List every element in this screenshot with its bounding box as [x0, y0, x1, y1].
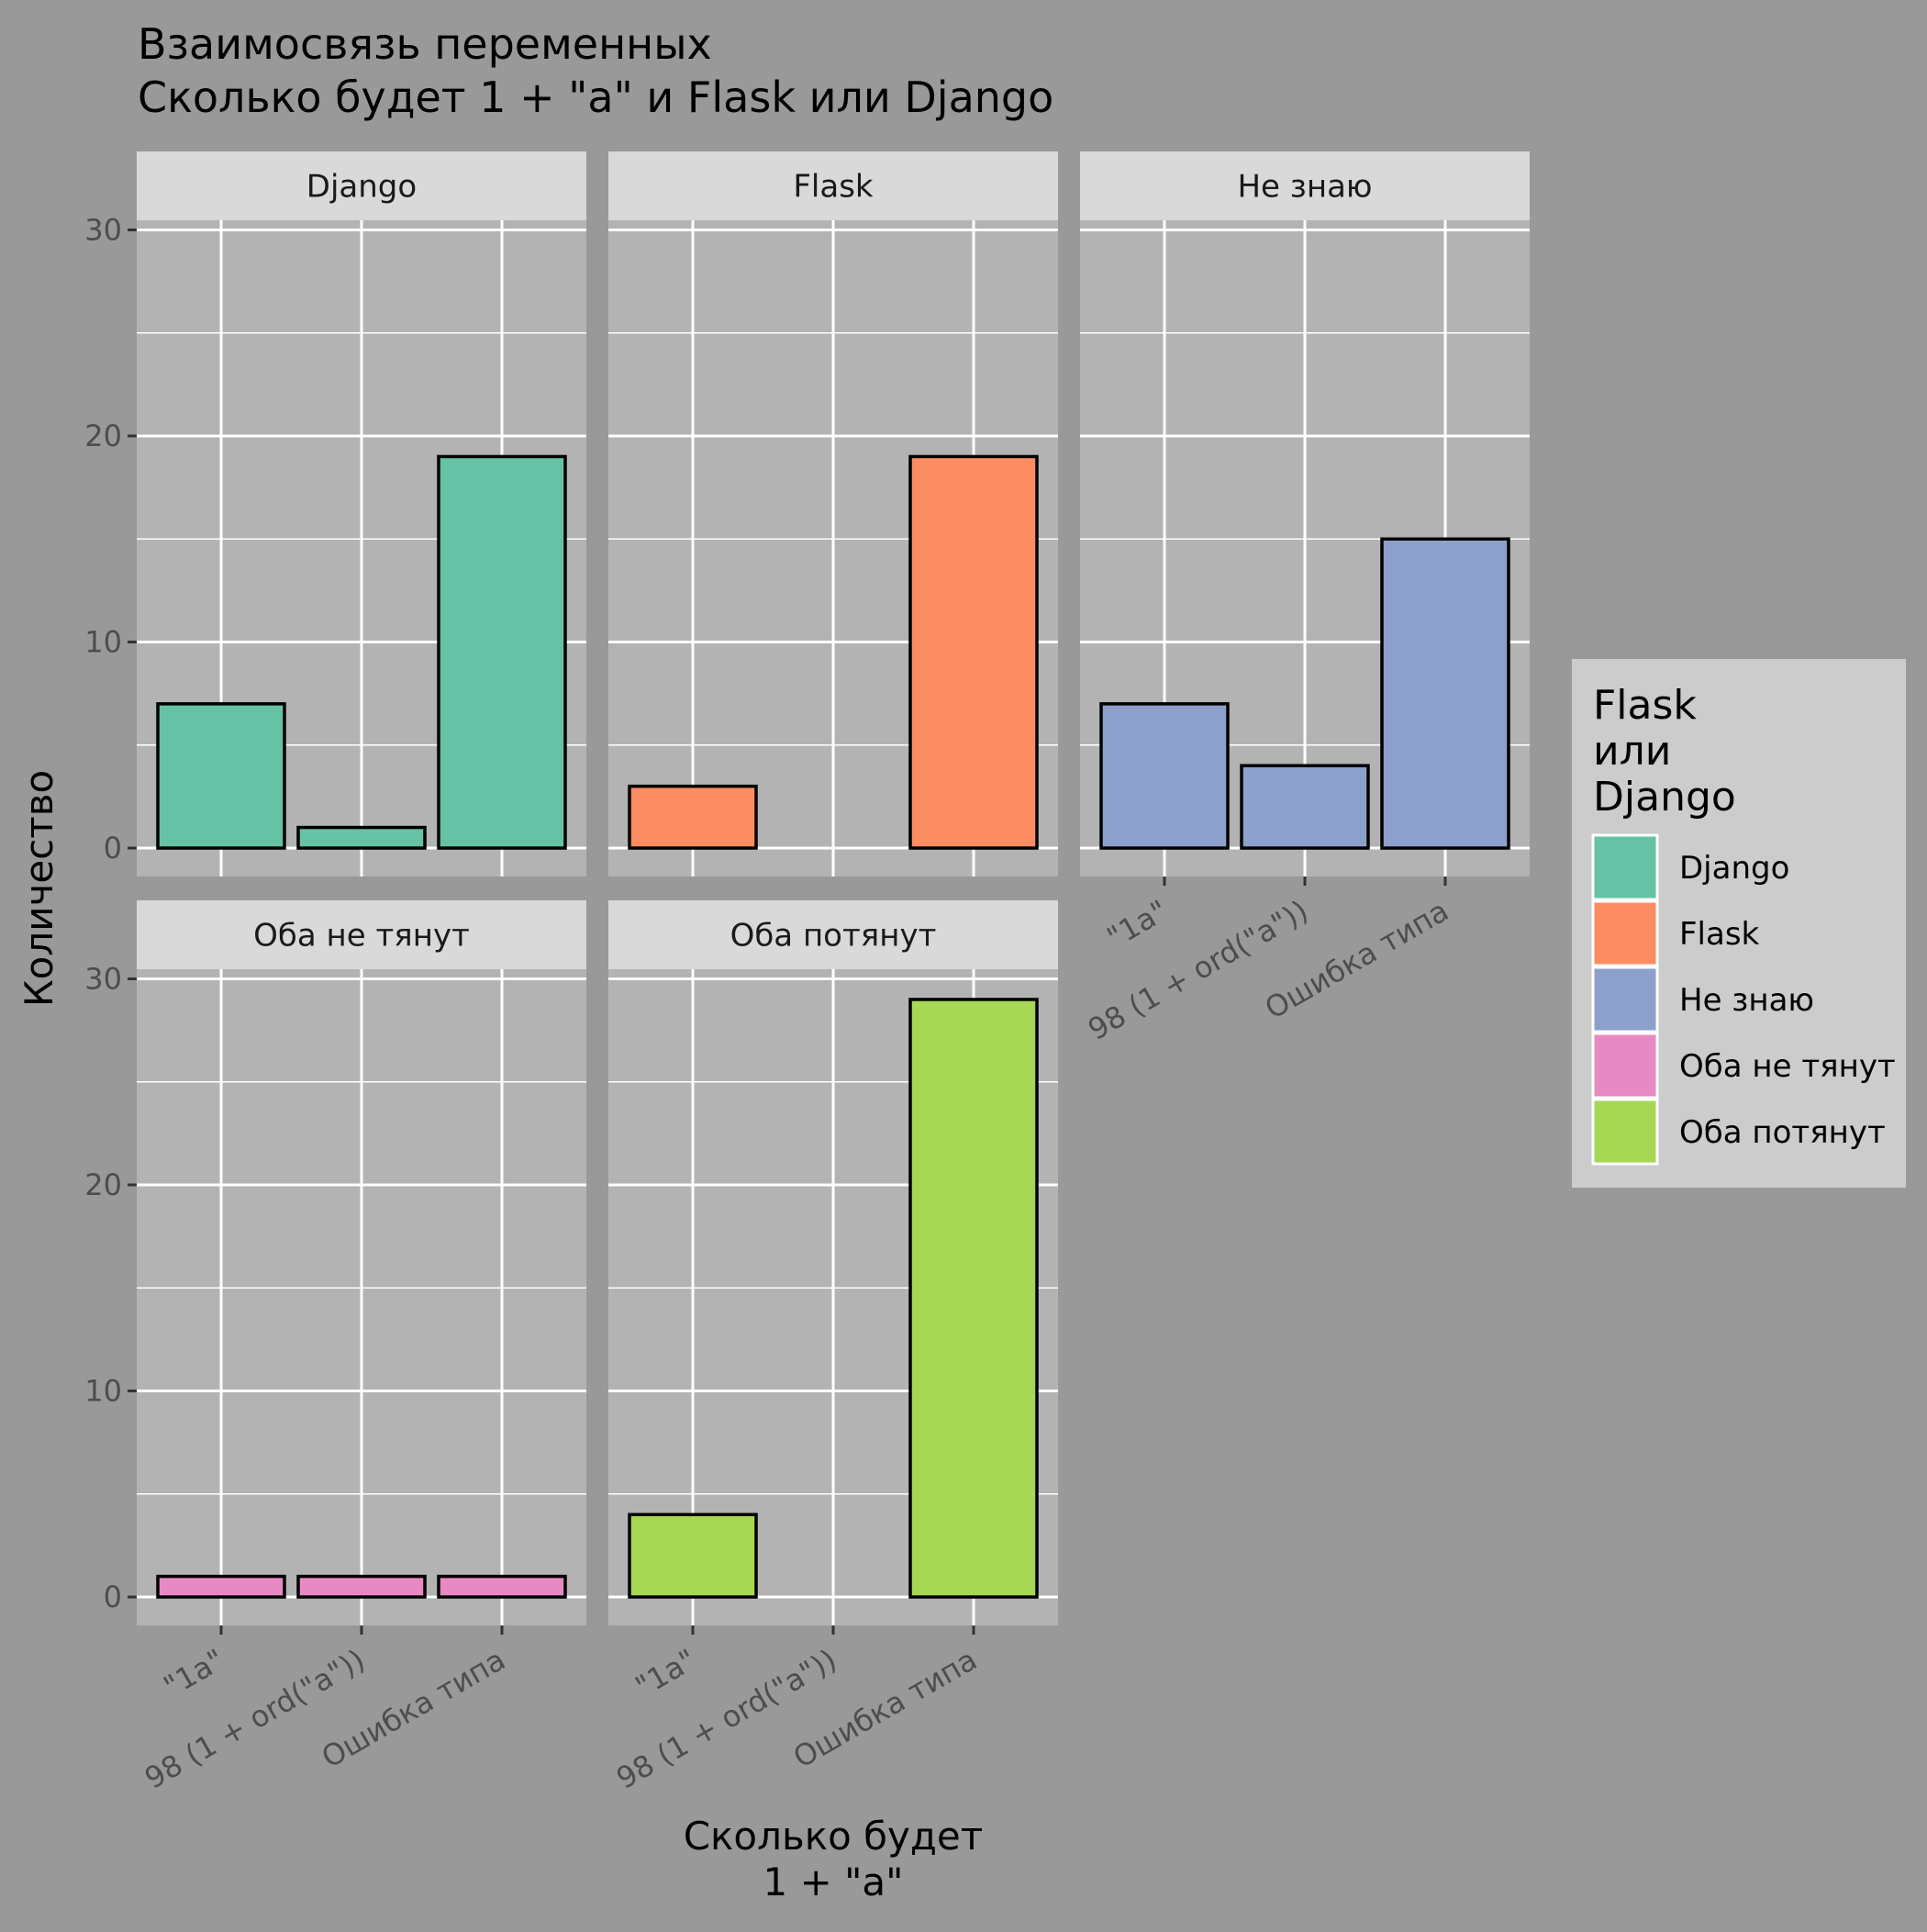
x-tick-label: "1a" — [629, 1642, 702, 1704]
y-tick-label: 30 — [84, 962, 122, 997]
legend-label: Оба не тянут — [1679, 1048, 1896, 1085]
legend-label: Не знаю — [1679, 982, 1814, 1019]
x-axis-title-line: Сколько будет — [684, 1814, 984, 1859]
y-tick-label: 20 — [84, 419, 122, 453]
bar — [296, 825, 427, 850]
facet-strip — [1080, 151, 1530, 220]
legend-key — [1591, 1098, 1659, 1166]
bar — [437, 454, 567, 850]
facet-strip-label: Оба не тянут — [253, 918, 470, 955]
x-tick-label: "1a" — [158, 1642, 230, 1704]
bar — [156, 702, 286, 850]
y-tick-label: 10 — [84, 1374, 122, 1409]
legend-label: Django — [1679, 850, 1789, 887]
bar — [1099, 702, 1230, 850]
facet-strip — [608, 900, 1058, 969]
y-tick-label: 0 — [104, 1580, 122, 1614]
bar — [908, 998, 1039, 1599]
legend-key — [1591, 1032, 1659, 1100]
bar — [296, 1574, 427, 1599]
legend-key — [1591, 833, 1659, 901]
legend-title-line: или — [1593, 728, 1671, 775]
facet-strip — [137, 900, 586, 969]
bar — [156, 1574, 286, 1599]
facet-strip-label: Оба потянут — [730, 918, 937, 955]
bar — [1380, 537, 1510, 850]
y-tick-label: 30 — [84, 213, 122, 248]
facet-strip-label: Не знаю — [1237, 169, 1372, 206]
facet-strip — [137, 151, 586, 220]
y-tick-label: 20 — [84, 1167, 122, 1202]
y-tick-label: 10 — [84, 625, 122, 660]
legend-key — [1591, 966, 1659, 1033]
facet-strip — [608, 151, 1058, 220]
bar — [908, 454, 1039, 850]
chart-title-line: Взаимосвязь переменных — [138, 19, 712, 69]
legend-label: Flask — [1679, 916, 1760, 953]
bar — [628, 784, 758, 850]
x-tick-label: "1a" — [1101, 893, 1174, 955]
bar — [628, 1513, 758, 1599]
y-axis-title: Количество — [17, 770, 61, 1007]
chart-title-line: Сколько будет 1 + "a" и Flask или Django — [138, 73, 1053, 122]
bar — [437, 1574, 567, 1599]
facet-strip-label: Django — [306, 169, 417, 206]
legend-key — [1591, 899, 1659, 967]
legend-label: Оба потянут — [1679, 1114, 1886, 1151]
legend-title-line: Django — [1593, 774, 1736, 821]
legend-title-line: Flask — [1593, 682, 1697, 729]
y-tick-label: 0 — [104, 831, 122, 865]
x-axis-title-line: 1 + "a" — [763, 1859, 904, 1904]
facet-strip-label: Flask — [793, 169, 874, 206]
bar — [1240, 764, 1370, 850]
